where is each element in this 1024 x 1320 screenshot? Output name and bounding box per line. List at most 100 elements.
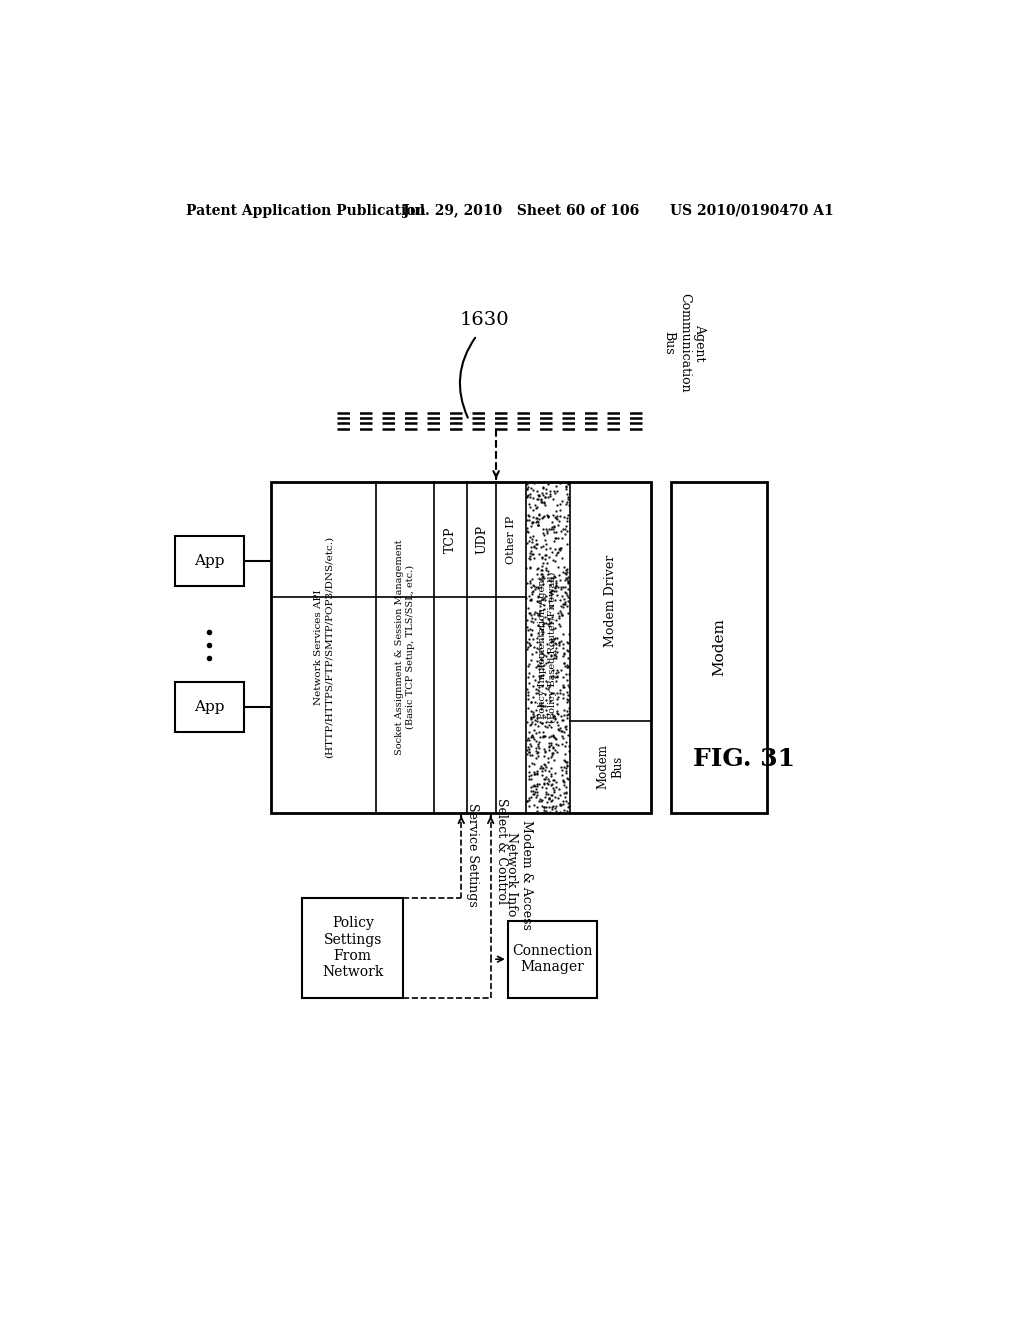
Point [538,801,554,822]
Point [551,678,567,700]
Point [522,496,539,517]
Point [519,487,536,508]
Point [538,478,554,499]
Point [560,486,577,507]
Point [530,577,547,598]
Point [551,539,567,560]
Point [530,605,547,626]
Point [523,607,540,628]
Point [555,688,571,709]
Point [558,718,574,739]
Point [525,536,542,557]
Point [553,537,569,558]
Point [538,519,554,540]
Point [558,776,574,797]
Point [519,711,536,733]
Point [528,558,545,579]
Point [522,692,539,713]
Bar [671,482,767,813]
Point [523,537,540,558]
Point [542,675,558,696]
Point [546,565,562,586]
Point [553,705,569,726]
Point [546,521,562,543]
Point [548,581,564,602]
Text: Connection
Manager: Connection Manager [512,944,593,974]
Point [523,605,540,626]
Point [560,578,577,599]
Point [531,738,548,759]
Point [529,638,546,659]
Point [547,667,563,688]
Point [521,506,538,527]
Point [559,705,575,726]
Point [525,487,542,508]
Point [553,630,569,651]
Point [543,733,559,754]
Point [543,682,559,704]
Point [547,577,563,598]
Point [531,726,548,747]
Point [538,612,554,634]
Point [545,659,561,680]
Point [547,797,563,818]
Point [536,492,552,513]
Point [543,585,559,606]
Point [544,784,560,805]
Point [557,562,573,583]
Point [523,590,540,611]
Bar [174,536,245,586]
Point [545,504,561,525]
Point [556,774,572,795]
Point [557,743,573,764]
Point [540,507,556,528]
Point [541,737,557,758]
Point [539,504,555,525]
Point [541,771,557,792]
Point [521,545,538,566]
Point [545,568,561,589]
Point [548,528,564,549]
Point [547,527,563,548]
Point [546,770,562,791]
Point [528,511,545,532]
Point [547,507,563,528]
Point [559,508,575,529]
Point [528,796,545,817]
Point [524,479,541,500]
Point [536,758,552,779]
Point [544,774,560,795]
Point [528,705,545,726]
Point [543,582,559,603]
Point [537,796,553,817]
Point [522,780,539,801]
Point [547,727,563,748]
Point [535,758,551,779]
Point [555,561,571,582]
Point [538,756,554,777]
Point [527,692,544,713]
Text: Modem & Access
Network Info: Modem & Access Network Info [505,820,532,929]
Point [526,754,543,775]
Point [544,516,560,537]
Point [532,648,549,669]
Point [558,800,574,821]
Point [549,665,565,686]
Point [531,568,548,589]
Point [521,628,538,649]
Point [526,669,543,690]
Point [548,645,564,667]
Point [521,586,538,607]
Point [521,603,538,624]
Point [542,787,558,808]
Point [529,557,546,578]
Point [547,628,563,649]
Point [537,644,553,665]
Point [528,738,545,759]
Point [528,590,545,611]
Point [556,705,572,726]
Point [559,684,575,705]
Point [529,781,546,803]
Point [539,704,555,725]
Point [528,602,545,623]
